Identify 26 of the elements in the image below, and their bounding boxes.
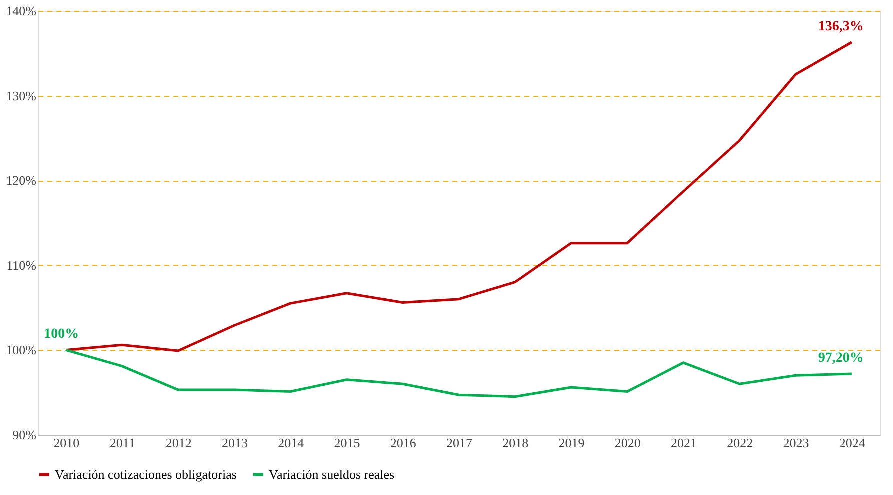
y-tick-label: 100% bbox=[6, 342, 37, 358]
x-tick-label: 2017 bbox=[446, 436, 473, 450]
annotation: 100% bbox=[44, 327, 80, 342]
annotation: 97,20% bbox=[818, 350, 864, 366]
x-tick-label: 2023 bbox=[783, 436, 810, 450]
x-tick-label: 2020 bbox=[614, 436, 641, 450]
x-tick-label: 2012 bbox=[166, 436, 192, 450]
y-tick-label: 140% bbox=[6, 4, 37, 18]
x-tick-label: 2021 bbox=[671, 436, 698, 450]
x-tick-label: 2022 bbox=[727, 436, 754, 450]
x-tick-label: 2024 bbox=[839, 436, 866, 450]
y-tick-label: 90% bbox=[12, 428, 37, 442]
x-tick-label: 2010 bbox=[54, 436, 80, 450]
x-tick-label: 2018 bbox=[502, 436, 529, 450]
y-tick-label: 120% bbox=[6, 173, 37, 188]
y-tick-label: 110% bbox=[6, 258, 37, 273]
legend-label: Variación cotizaciones obligatorias bbox=[55, 466, 237, 482]
x-tick-label: 2015 bbox=[334, 436, 360, 450]
x-tick-label: 2016 bbox=[390, 436, 417, 450]
x-tick-label: 2013 bbox=[222, 436, 248, 450]
x-tick-label: 2014 bbox=[278, 436, 305, 450]
x-tick-label: 2011 bbox=[110, 436, 136, 450]
annotation: 136,3% bbox=[818, 19, 864, 34]
x-tick-label: 2019 bbox=[558, 436, 585, 450]
y-tick-label: 130% bbox=[6, 88, 37, 104]
legend-label: Variación sueldos reales bbox=[269, 466, 395, 482]
